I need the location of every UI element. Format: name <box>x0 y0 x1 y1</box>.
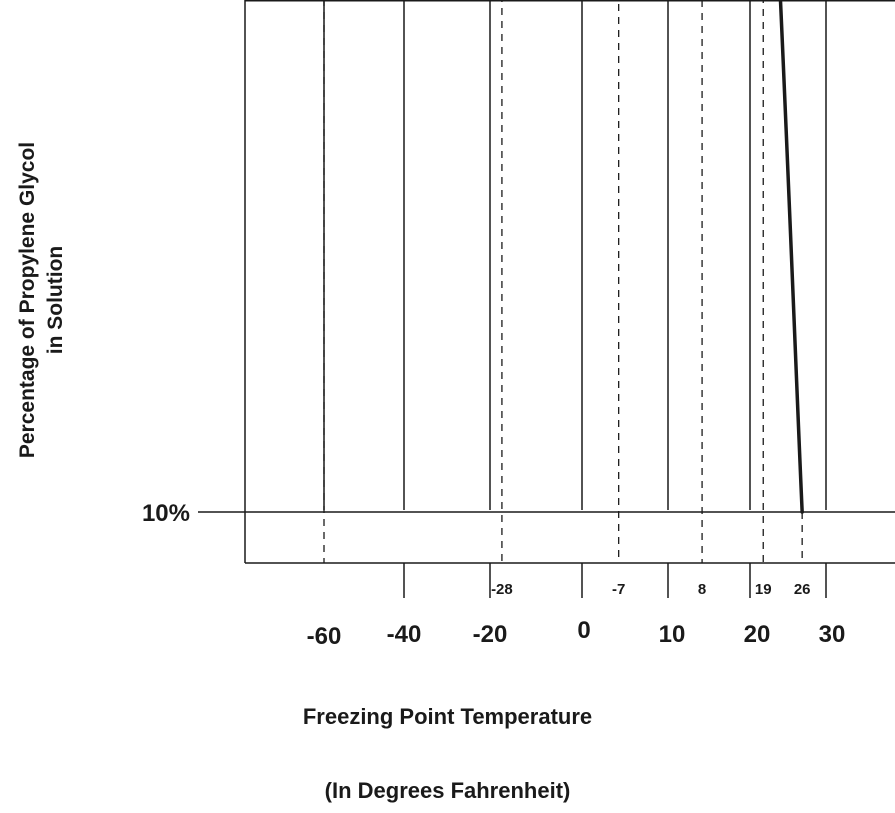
point-label: 26 <box>794 581 811 598</box>
series-curve <box>778 0 804 514</box>
point-label: -28 <box>491 581 513 598</box>
x-tick-label: 0 <box>577 617 590 644</box>
point-label: -7 <box>612 581 625 598</box>
series-line <box>778 0 804 514</box>
x-axis-title: Freezing Point Temperature <box>302 704 593 729</box>
x-tick-label: -40 <box>387 621 422 648</box>
x-tick-label: 30 <box>819 621 846 648</box>
point-labels: -28 -7 8 19 26 <box>491 581 810 598</box>
point-label: 8 <box>698 581 706 598</box>
y-tick-label: 10% <box>142 500 190 527</box>
x-tick-labels: -60 -40 -20 0 10 20 30 <box>307 617 846 650</box>
x-tick-label: 10 <box>659 621 686 648</box>
x-tick-label: 20 <box>744 621 771 648</box>
x-tick-label: -20 <box>473 621 508 648</box>
y-tick-labels: 60%50%40%30%20%10% <box>142 500 190 527</box>
x-tick-label: -60 <box>307 623 342 650</box>
x-axis-subtitle: (In Degrees Fahrenheit) <box>324 778 571 803</box>
drop-lines <box>323 0 803 563</box>
point-label: 19 <box>755 581 772 598</box>
chart-grid <box>198 0 895 598</box>
